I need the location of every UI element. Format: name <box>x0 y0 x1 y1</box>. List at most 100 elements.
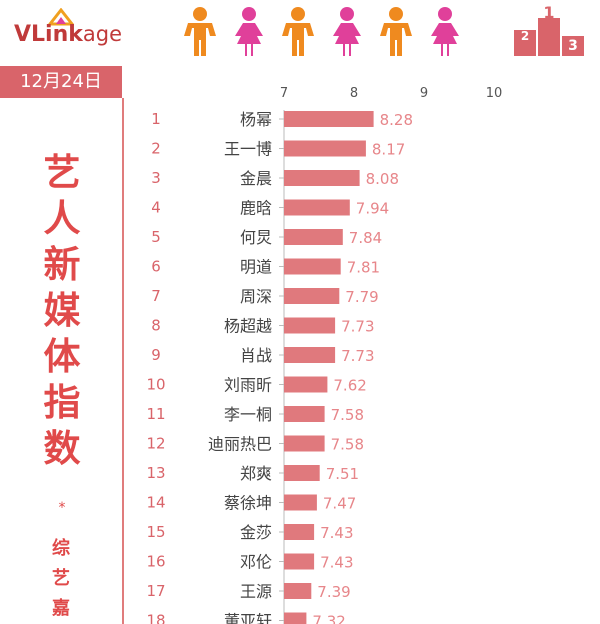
value-label: 8.28 <box>380 111 413 129</box>
svg-text:3: 3 <box>568 38 578 54</box>
category-label: 明道 <box>240 258 272 277</box>
rank-label: 6 <box>151 258 161 276</box>
category-label: 邓伦 <box>240 553 272 572</box>
rank-label: 5 <box>151 228 161 246</box>
category-label: 周深 <box>240 287 272 306</box>
bar <box>284 524 315 540</box>
subtitle-char: 嘉 <box>52 598 70 619</box>
subtitle-char: 综 <box>52 538 70 559</box>
rank-label: 14 <box>146 494 165 512</box>
title-char: 体 <box>43 335 81 378</box>
rank-label: 4 <box>151 199 161 217</box>
rank-label: 3 <box>151 169 161 187</box>
category-label: 何炅 <box>240 228 272 247</box>
subtitle-char: 艺 <box>52 568 70 589</box>
rank-label: 2 <box>151 140 161 158</box>
bar <box>284 553 315 570</box>
podium-icon: 2 1 3 <box>514 6 584 56</box>
bar <box>284 376 328 393</box>
value-label: 7.47 <box>323 495 356 513</box>
bar <box>284 258 341 275</box>
svg-text:2: 2 <box>521 29 529 43</box>
category-label: 蔡徐坤 <box>224 494 272 513</box>
bar <box>284 347 336 363</box>
logo-mark-icon <box>48 8 74 26</box>
female-person-icon <box>235 7 263 56</box>
value-label: 7.58 <box>331 406 364 424</box>
value-label: 7.84 <box>349 229 382 247</box>
rank-label: 12 <box>146 435 165 453</box>
x-tick-label: 8 <box>350 86 358 101</box>
category-label: 王一博 <box>224 140 272 159</box>
x-tick-label: 7 <box>280 86 288 101</box>
rank-label: 13 <box>146 464 165 482</box>
rank-label: 11 <box>146 405 165 423</box>
female-person-icon <box>431 7 459 56</box>
male-person-icon <box>380 7 412 56</box>
rank-label: 16 <box>146 553 165 571</box>
value-label: 7.32 <box>312 613 345 624</box>
x-tick-label: 10 <box>486 86 503 101</box>
vlinkage-logo: VLinkage <box>14 8 134 52</box>
vertical-title: 艺人新媒体指数 <box>38 150 86 472</box>
category-label: 李一桐 <box>224 405 272 424</box>
bar <box>284 406 325 422</box>
x-tick-label: 9 <box>420 86 428 101</box>
value-label: 7.73 <box>341 318 374 336</box>
category-label: 杨幂 <box>240 110 272 129</box>
bar <box>284 494 317 511</box>
title-char: 数 <box>43 427 81 470</box>
category-label: 鹿晗 <box>240 199 272 218</box>
title-asterisk: * <box>58 500 66 516</box>
rank-label: 15 <box>146 523 165 541</box>
title-char: 指 <box>43 381 81 424</box>
title-char: 人 <box>43 197 81 240</box>
rank-label: 7 <box>151 287 161 305</box>
date-badge: 12月24日 <box>0 66 122 98</box>
vertical-subtitle: 综艺嘉 <box>46 534 76 624</box>
bar <box>284 288 340 304</box>
value-label: 7.43 <box>320 524 353 542</box>
value-label: 7.79 <box>345 288 378 306</box>
bar <box>284 612 307 624</box>
header: VLinkage 2 1 3 <box>0 0 600 62</box>
value-label: 7.62 <box>333 377 366 395</box>
bar <box>284 465 320 481</box>
rank-label: 18 <box>146 612 165 624</box>
svg-text:1: 1 <box>543 6 554 22</box>
value-label: 8.08 <box>366 170 399 188</box>
value-label: 7.51 <box>326 465 359 483</box>
category-label: 金莎 <box>240 523 272 542</box>
sidebar-divider <box>122 98 124 624</box>
male-person-icon <box>184 7 216 56</box>
male-person-icon <box>282 7 314 56</box>
bar <box>284 583 312 599</box>
people-icons-row <box>180 6 470 56</box>
category-label: 迪丽热巴 <box>208 435 272 454</box>
category-label: 肖战 <box>240 346 272 365</box>
bar <box>284 229 343 245</box>
value-label: 7.43 <box>320 554 353 572</box>
bar <box>284 111 374 127</box>
title-char: 媒 <box>43 289 81 332</box>
category-label: 金晨 <box>240 169 272 188</box>
value-label: 7.94 <box>356 200 389 218</box>
value-label: 7.81 <box>347 259 380 277</box>
bar <box>284 435 325 452</box>
category-label: 郑爽 <box>240 464 272 483</box>
bar <box>284 317 336 334</box>
female-person-icon <box>333 7 361 56</box>
ranking-bar-chart: 7 8 9 10 1 杨幂 8.28 2 王一博 8.17 3 金晨 8.08 4 鹿晗 7.94 5 何炅 7.8… <box>146 86 503 624</box>
category-label: 董亚轩 <box>224 612 272 624</box>
bar <box>284 199 350 216</box>
logo-text-rest: age <box>82 22 123 46</box>
bar <box>284 170 360 186</box>
category-label: 杨超越 <box>224 317 272 336</box>
value-label: 7.58 <box>331 436 364 454</box>
value-label: 7.39 <box>317 583 350 601</box>
rank-label: 10 <box>146 376 165 394</box>
category-label: 王源 <box>240 582 272 601</box>
rank-label: 17 <box>146 582 165 600</box>
bar <box>284 140 366 157</box>
rank-label: 1 <box>151 110 161 128</box>
